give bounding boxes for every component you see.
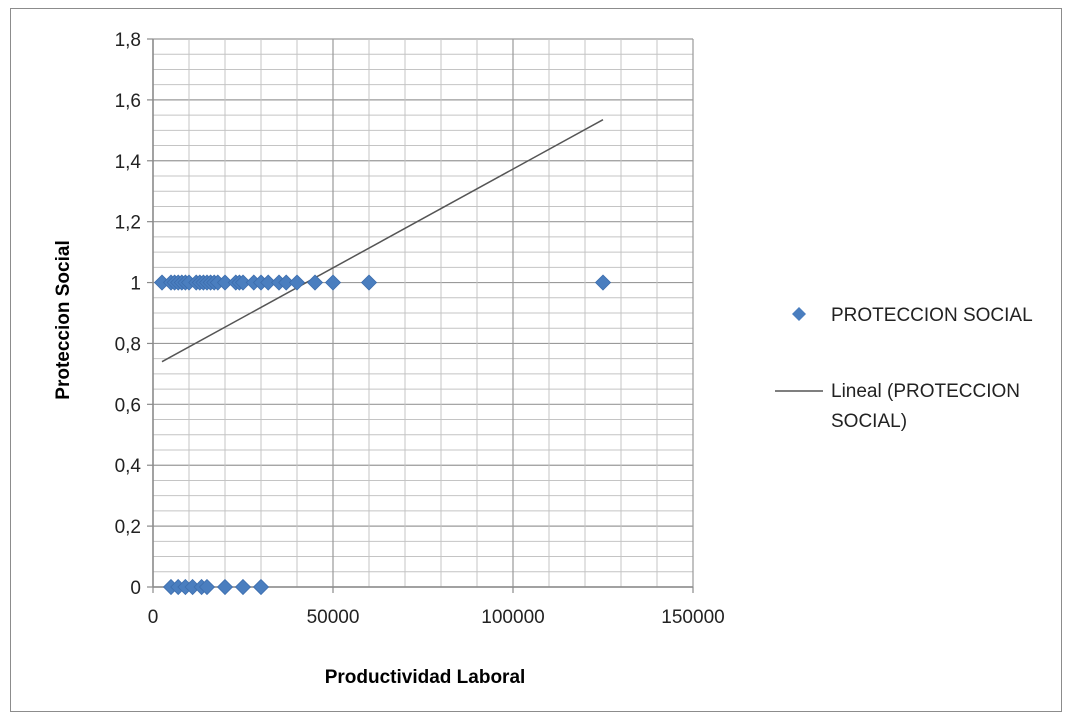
axes <box>147 38 694 593</box>
legend-label-trendline-line: SOCIAL) <box>831 411 907 432</box>
data-point <box>288 274 306 291</box>
x-tick-label: 150000 <box>661 607 724 628</box>
data-point <box>324 274 342 291</box>
trendline <box>161 119 604 363</box>
x-tick-label: 100000 <box>481 607 544 628</box>
data-point <box>234 274 252 291</box>
data-points <box>153 274 612 596</box>
data-point <box>234 578 252 596</box>
legend-label-series: PROTECCION SOCIAL <box>831 305 1033 326</box>
y-tick-label: 0 <box>130 578 141 599</box>
legend-marker-diamond <box>792 307 806 321</box>
y-tick-label: 0,4 <box>115 456 142 477</box>
data-point <box>198 578 216 596</box>
x-axis-title: Productividad Laboral <box>325 667 526 688</box>
x-tick-label: 50000 <box>307 607 360 628</box>
y-tick-label: 1,6 <box>115 91 141 112</box>
y-tick-label: 0,2 <box>115 517 141 538</box>
y-tick-label: 1,8 <box>115 30 141 51</box>
data-point <box>260 274 277 291</box>
y-axis-title: Proteccion Social <box>53 240 74 399</box>
legend: PROTECCION SOCIAL Lineal (PROTECCION SOCI… <box>775 305 1033 432</box>
legend-label-trendline-line: Lineal (PROTECCION <box>831 381 1020 402</box>
y-tick-label: 0,6 <box>115 395 141 416</box>
y-tick-label: 1 <box>130 274 141 295</box>
data-point <box>216 578 234 596</box>
y-tick-label: 0,8 <box>115 334 141 355</box>
data-point <box>278 274 295 291</box>
y-tick-label: 1,2 <box>115 213 141 234</box>
data-point <box>594 274 612 291</box>
x-tick-label: 0 <box>148 607 159 628</box>
data-point <box>216 274 234 291</box>
y-tick-label: 1,4 <box>115 152 142 173</box>
data-point <box>306 274 324 291</box>
legend-label-trendline: Lineal (PROTECCION SOCIAL) <box>831 381 1020 432</box>
grid <box>152 38 694 588</box>
tick-labels: 0 0,2 0,4 0,6 0,8 1 1,2 1,4 1,6 1,8 0 50000 100000 15… <box>115 30 725 628</box>
trendline-layer <box>161 119 604 363</box>
chart-frame: 0 0,2 0,4 0,6 0,8 1 1,2 1,4 1,6 1,8 0 50000 100000 15… <box>10 8 1062 712</box>
data-point <box>360 274 378 291</box>
scatter-chart: 0 0,2 0,4 0,6 0,8 1 1,2 1,4 1,6 1,8 0 50000 100000 15… <box>53 30 1033 688</box>
data-point <box>252 578 270 596</box>
